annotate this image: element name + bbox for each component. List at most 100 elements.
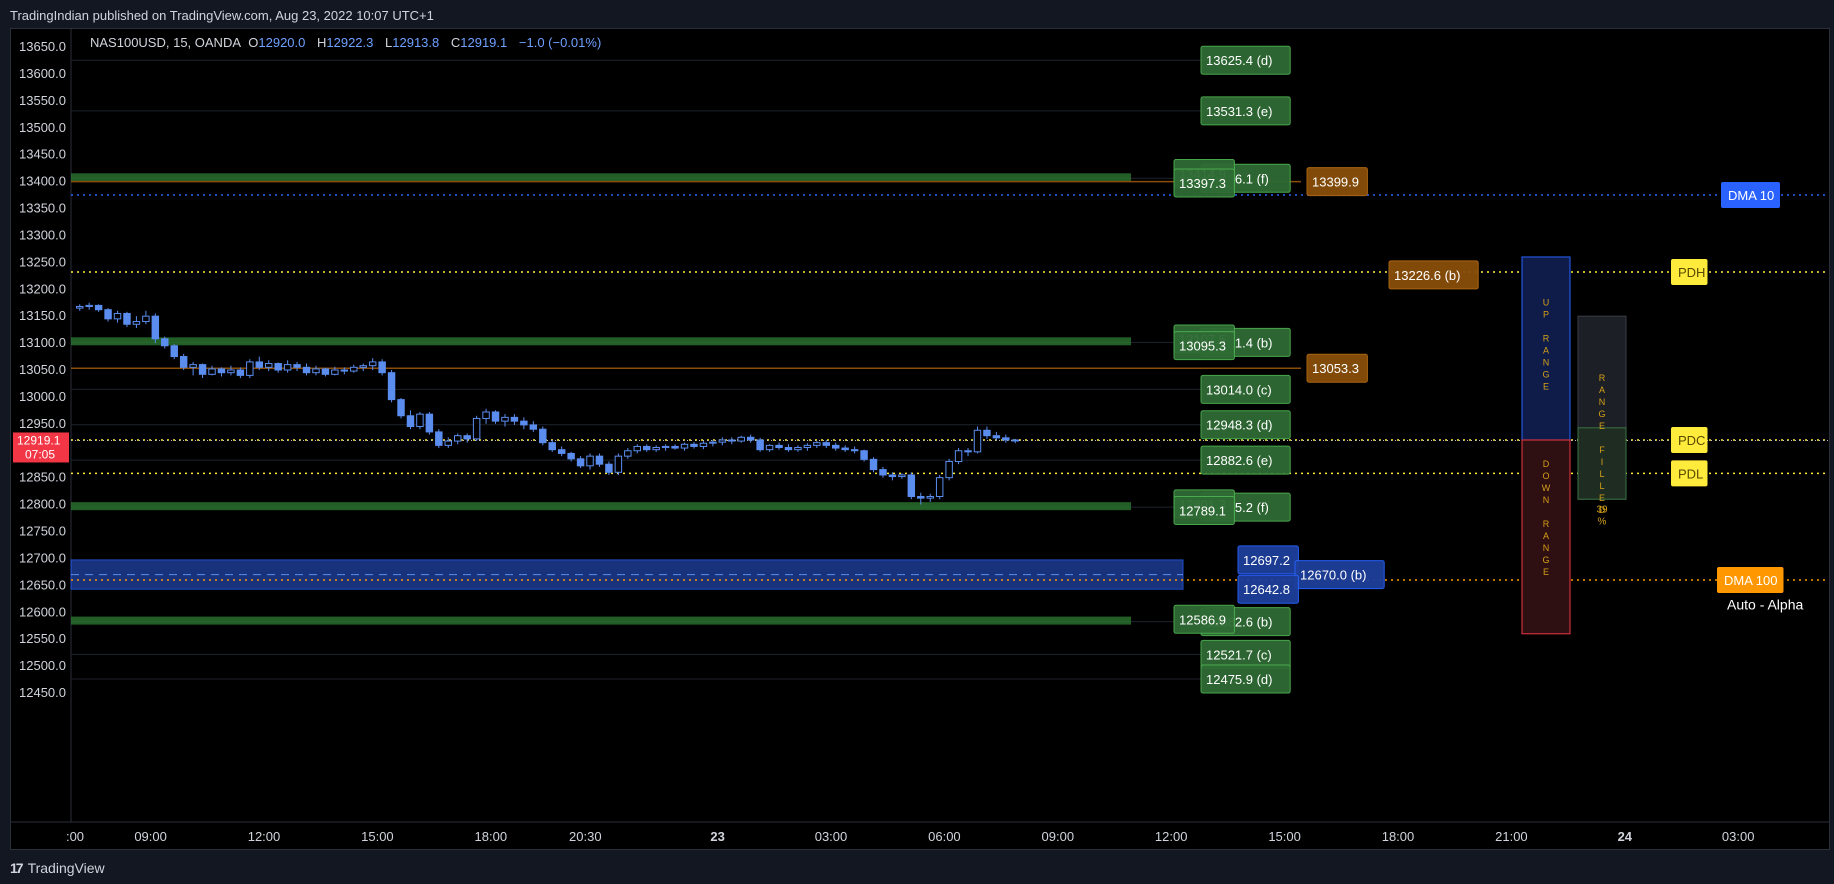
y-tick-label: 13250.0	[19, 254, 66, 269]
candle-body	[803, 444, 812, 449]
candle-body	[293, 364, 301, 368]
down-range-label-char: E	[1543, 567, 1549, 577]
y-tick-label: 12500.0	[19, 658, 66, 673]
level-tag	[1306, 353, 1368, 383]
range-filled-label-char: A	[1599, 385, 1605, 395]
candle-body	[614, 455, 623, 473]
dotted-tag-pdc	[1671, 426, 1708, 453]
x-tick-label: 06:00	[928, 829, 961, 844]
green-zone	[71, 173, 1131, 182]
low-label: L	[385, 35, 393, 50]
level-tag	[1237, 545, 1299, 575]
chart-frame[interactable]: 13650.0 13600.0 13550.0 13500.0 13450.0 13400…	[10, 28, 1830, 850]
candle-body	[557, 449, 566, 454]
tradingview-logo[interactable]: 17 TradingView	[10, 860, 105, 876]
y-tick-label: 13050.0	[19, 362, 66, 377]
low-value: 12913.8	[392, 35, 440, 50]
candle-body	[283, 364, 292, 371]
dotted-tag-text: PDC	[1678, 433, 1705, 448]
candle-body	[227, 369, 235, 374]
candle-body	[387, 372, 396, 401]
candle-body	[822, 442, 830, 446]
candle-body	[945, 461, 953, 479]
y-tick-label: 13650.0	[19, 39, 66, 54]
publisher-bar: TradingIndian published on TradingView.c…	[0, 0, 1834, 28]
y-tick-label: 13450.0	[19, 147, 66, 162]
candle-body	[463, 435, 471, 440]
candle-body	[624, 450, 632, 457]
candle-body	[161, 338, 169, 347]
down-range-label-char: R	[1543, 519, 1550, 529]
x-tick-label: 18:00	[1382, 829, 1415, 844]
dotted-tag-pdh	[1671, 259, 1708, 286]
dotted-tag-pdl	[1671, 460, 1708, 487]
candle-body	[350, 366, 358, 372]
candle-body	[954, 450, 963, 463]
candle-body	[94, 304, 103, 311]
range-filled-percent-sign: %	[1598, 517, 1607, 528]
y-tick-label: 13400.0	[19, 174, 66, 189]
candle-body	[340, 369, 349, 372]
current-price-countdown: 07:05	[25, 447, 55, 461]
chart-canvas[interactable]: 13650.0 13600.0 13550.0 13500.0 13450.0 13400…	[11, 29, 1829, 849]
candle-body	[104, 309, 112, 320]
change-value: −1.0 (−0.01%)	[518, 35, 602, 50]
range-filled-fill	[1577, 427, 1627, 500]
candle-body	[246, 361, 254, 376]
symbol-label[interactable]: NAS100USD, 15, OANDA	[90, 35, 242, 50]
candle-body	[85, 304, 93, 307]
candle-body	[425, 413, 434, 433]
up-range-label-char: P	[1543, 309, 1549, 319]
up-range-label-char: E	[1543, 381, 1549, 391]
candle-body	[255, 361, 264, 368]
candle-body	[775, 444, 783, 449]
level-tag-text: 12882.6 (e)	[1206, 453, 1273, 468]
level-tag-text: 13625.4 (d)	[1206, 53, 1273, 68]
high-value: 12922.3	[326, 35, 374, 50]
candle-body	[189, 364, 197, 368]
range-filled-label-char: R	[1599, 373, 1606, 383]
candle-body	[236, 369, 245, 376]
level-tag	[1173, 495, 1235, 525]
level-tag-text: 13226.6 (b)	[1394, 268, 1461, 283]
level-tag	[1200, 96, 1291, 126]
down-range-label-char: O	[1542, 471, 1549, 481]
up-range-label-char: N	[1543, 357, 1550, 367]
candle-body	[359, 365, 367, 368]
x-tick-label: 20:30	[569, 829, 602, 844]
y-tick-label: 12650.0	[19, 577, 66, 592]
range-filled-label-char: E	[1599, 421, 1605, 431]
x-tick-label: 03:00	[1722, 829, 1755, 844]
range-filled-label-char: E	[1599, 493, 1605, 503]
x-tick-label: :00	[66, 829, 84, 844]
level-tag	[1173, 168, 1235, 198]
candle-body	[671, 445, 679, 449]
dotted-tag-text: PDL	[1678, 466, 1703, 481]
candle-body	[132, 321, 141, 325]
candle-body	[179, 356, 188, 368]
up-range-label-char: G	[1542, 369, 1549, 379]
level-tag-text: 13053.3	[1312, 361, 1359, 376]
y-tick-label: 13100.0	[19, 335, 66, 350]
publisher-text: TradingIndian published on TradingView.c…	[10, 8, 434, 23]
candle-body	[123, 312, 131, 325]
candle-body	[813, 442, 821, 446]
candle-body	[454, 435, 462, 442]
level-tag	[1237, 574, 1299, 604]
candle-body	[832, 444, 840, 449]
y-tick-label: 13200.0	[19, 281, 66, 296]
candle-body	[444, 440, 452, 446]
candle-body	[501, 416, 509, 422]
candle-body	[605, 463, 613, 473]
y-tick-label: 13350.0	[19, 201, 66, 216]
high-label: H	[317, 35, 327, 50]
candle-body	[586, 455, 594, 467]
y-tick-label: 12950.0	[19, 416, 66, 431]
y-tick-label: 12700.0	[19, 550, 66, 565]
candle-body	[709, 441, 717, 444]
y-tick-label: 13600.0	[19, 66, 66, 81]
green-zone	[71, 616, 1131, 625]
candle-body	[529, 424, 538, 430]
y-tick-label: 12600.0	[19, 604, 66, 619]
dotted-tag-dma-10	[1721, 182, 1780, 209]
